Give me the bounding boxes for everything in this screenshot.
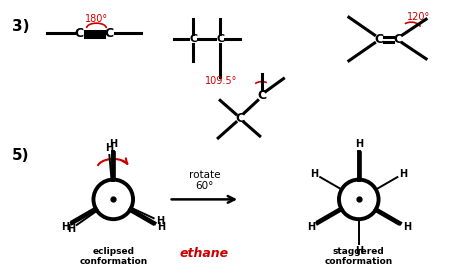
Text: eclipsed
conformation: eclipsed conformation (79, 247, 147, 266)
Text: H: H (307, 222, 315, 232)
Text: 180°: 180° (85, 14, 108, 24)
Text: C: C (216, 34, 224, 44)
Text: H: H (156, 216, 164, 226)
Text: C: C (74, 27, 83, 40)
Text: C: C (374, 32, 383, 45)
Text: C: C (257, 89, 266, 102)
Text: ethane: ethane (180, 247, 229, 260)
Text: 109.5°: 109.5° (205, 76, 237, 86)
Text: H: H (399, 169, 408, 179)
Text: C: C (394, 32, 403, 45)
Text: H: H (355, 246, 363, 256)
Text: rotate
60°: rotate 60° (189, 170, 220, 191)
Text: 120°: 120° (407, 12, 430, 22)
Text: 3): 3) (12, 19, 30, 34)
Text: H: H (403, 222, 411, 232)
Text: H: H (109, 139, 118, 149)
Text: H: H (105, 143, 113, 153)
Text: H: H (67, 224, 75, 234)
Text: H: H (355, 139, 363, 149)
Text: 5): 5) (12, 148, 30, 163)
Text: C: C (105, 27, 114, 40)
Text: H: H (157, 222, 165, 232)
Text: H: H (61, 222, 69, 232)
Text: C: C (236, 112, 245, 125)
Text: staggered
conformation: staggered conformation (325, 247, 393, 266)
Text: H: H (310, 169, 318, 179)
Text: C: C (190, 34, 198, 44)
